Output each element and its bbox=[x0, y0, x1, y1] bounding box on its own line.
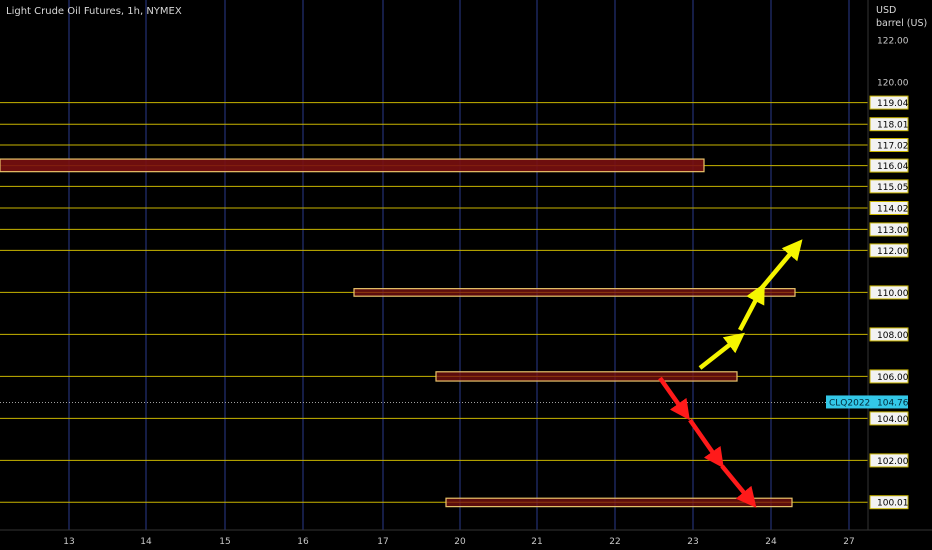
date-tick-24: 24 bbox=[765, 537, 777, 547]
level-label-108.00: 108.00 bbox=[877, 331, 909, 341]
up-arrow-3 bbox=[758, 239, 803, 292]
level-label-116.04: 116.04 bbox=[877, 162, 909, 172]
date-tick-17: 17 bbox=[377, 537, 388, 547]
zone-0 bbox=[0, 158, 705, 173]
up-arrow-2 bbox=[738, 283, 765, 332]
level-label-100.01: 100.01 bbox=[877, 499, 909, 509]
level-label-110.00: 110.00 bbox=[877, 289, 909, 299]
down-arrow-2 bbox=[688, 418, 724, 469]
level-label-115.05: 115.05 bbox=[877, 183, 909, 193]
level-label-106.00: 106.00 bbox=[877, 373, 909, 383]
zone-3 bbox=[445, 497, 793, 508]
level-label-102.00: 102.00 bbox=[877, 457, 909, 467]
projection-arrows bbox=[658, 239, 803, 508]
down-arrow-3 bbox=[720, 464, 757, 508]
level-label-box-117.02 bbox=[869, 138, 909, 152]
price-tick-122.00: 122.00 bbox=[877, 36, 909, 46]
date-tick-15: 15 bbox=[219, 537, 230, 547]
down-arrow-1 bbox=[658, 376, 690, 421]
unit-label: barrel (US) bbox=[876, 18, 928, 29]
day-grid bbox=[68, 0, 850, 530]
date-tick-23: 23 bbox=[687, 537, 698, 547]
date-tick-13: 13 bbox=[63, 537, 74, 547]
date-tick-27: 27 bbox=[843, 537, 854, 547]
level-label-box-100.01 bbox=[869, 495, 909, 510]
level-label-104.00: 104.00 bbox=[877, 415, 909, 425]
level-label-box-110.00 bbox=[869, 285, 909, 300]
date-tick-21: 21 bbox=[531, 537, 542, 547]
zone-1 bbox=[353, 288, 796, 297]
date-tick-16: 16 bbox=[297, 537, 309, 547]
level-label-box-118.01 bbox=[869, 117, 909, 132]
level-label-117.02: 117.02 bbox=[877, 142, 909, 152]
level-label-box-119.04 bbox=[869, 95, 909, 110]
price-tick-120.00: 120.00 bbox=[877, 78, 909, 88]
price-axis: 122.00 120.00 119.04 118.01 117.02 116.04 115.… bbox=[826, 36, 909, 510]
chart-title: Light Crude Oil Futures, 1h, NYMEX bbox=[6, 6, 182, 17]
level-label-112.00: 112.00 bbox=[877, 247, 909, 257]
level-label-box-104.00 bbox=[869, 411, 909, 426]
date-tick-22: 22 bbox=[609, 537, 620, 547]
last-price-label: 104.76 bbox=[877, 398, 909, 408]
level-label-box-114.02 bbox=[869, 201, 909, 215]
up-arrow-1 bbox=[698, 332, 745, 370]
level-label-119.04: 119.04 bbox=[877, 99, 909, 109]
symbol-badge: CLQ2022 bbox=[829, 398, 870, 408]
time-axis: 13 14 15 16 17 20 21 22 23 24 27 bbox=[63, 537, 854, 547]
symbol-badge-box bbox=[826, 395, 872, 409]
supply-demand-zones bbox=[0, 158, 796, 508]
date-tick-20: 20 bbox=[454, 537, 466, 547]
level-label-box-106.00 bbox=[869, 369, 909, 384]
currency-label: USD bbox=[876, 5, 897, 16]
level-label-box-116.04 bbox=[869, 158, 909, 173]
last-price-box bbox=[870, 395, 908, 409]
level-label-box-113.00 bbox=[869, 222, 909, 237]
level-label-box-102.00 bbox=[869, 453, 909, 468]
level-label-box-108.00 bbox=[869, 327, 909, 342]
level-label-box-112.00 bbox=[869, 243, 909, 258]
date-tick-14: 14 bbox=[140, 537, 152, 547]
level-label-113.00: 113.00 bbox=[877, 226, 909, 236]
level-label-118.01: 118.01 bbox=[877, 121, 909, 131]
zone-2 bbox=[435, 371, 738, 382]
level-label-114.02: 114.02 bbox=[877, 205, 909, 215]
level-label-box-115.05 bbox=[869, 179, 909, 194]
